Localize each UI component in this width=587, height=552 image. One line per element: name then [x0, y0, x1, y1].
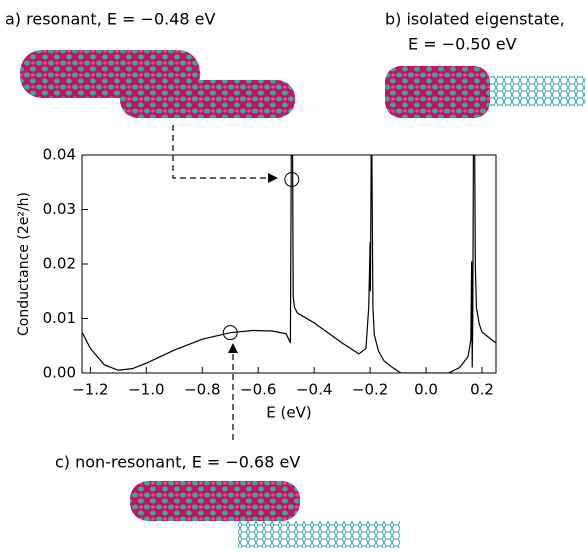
annotation: b) isolated eigenstate,: [385, 10, 565, 29]
x-tick-label: −1.2: [72, 381, 108, 399]
x-tick-label: −0.6: [240, 381, 276, 399]
annotation: E = −0.50 eV: [408, 35, 517, 54]
x-tick-label: −0.8: [184, 381, 220, 399]
y-tick-label: 0.04: [43, 146, 76, 164]
marker-circle: [284, 172, 300, 188]
y-tick-label: 0.02: [43, 255, 76, 273]
plot-area: [82, 155, 496, 373]
arrow-heads: [228, 173, 278, 353]
y-tick-label: 0.00: [43, 364, 76, 382]
y-tick-label: 0.01: [43, 309, 76, 327]
x-tick-label: −0.2: [352, 381, 388, 399]
marker-circle: [222, 325, 238, 341]
annotation: a) resonant, E = −0.48 eV: [5, 10, 216, 29]
line: [82, 155, 496, 373]
x-tick-label: −0.4: [296, 381, 332, 399]
x-tick-label: 0.0: [414, 381, 438, 399]
x-tick-label: 0.2: [470, 381, 494, 399]
arrows: [172, 125, 268, 440]
x-axis-label: E (eV): [266, 404, 311, 422]
x-tick-label: −1.0: [128, 381, 164, 399]
y-tick-label: 0.03: [43, 200, 76, 218]
tube-images: [20, 50, 585, 548]
y-axis-label: Conductance (2e²/h): [16, 192, 32, 336]
annotation: c) non-resonant, E = −0.68 eV: [55, 453, 300, 472]
